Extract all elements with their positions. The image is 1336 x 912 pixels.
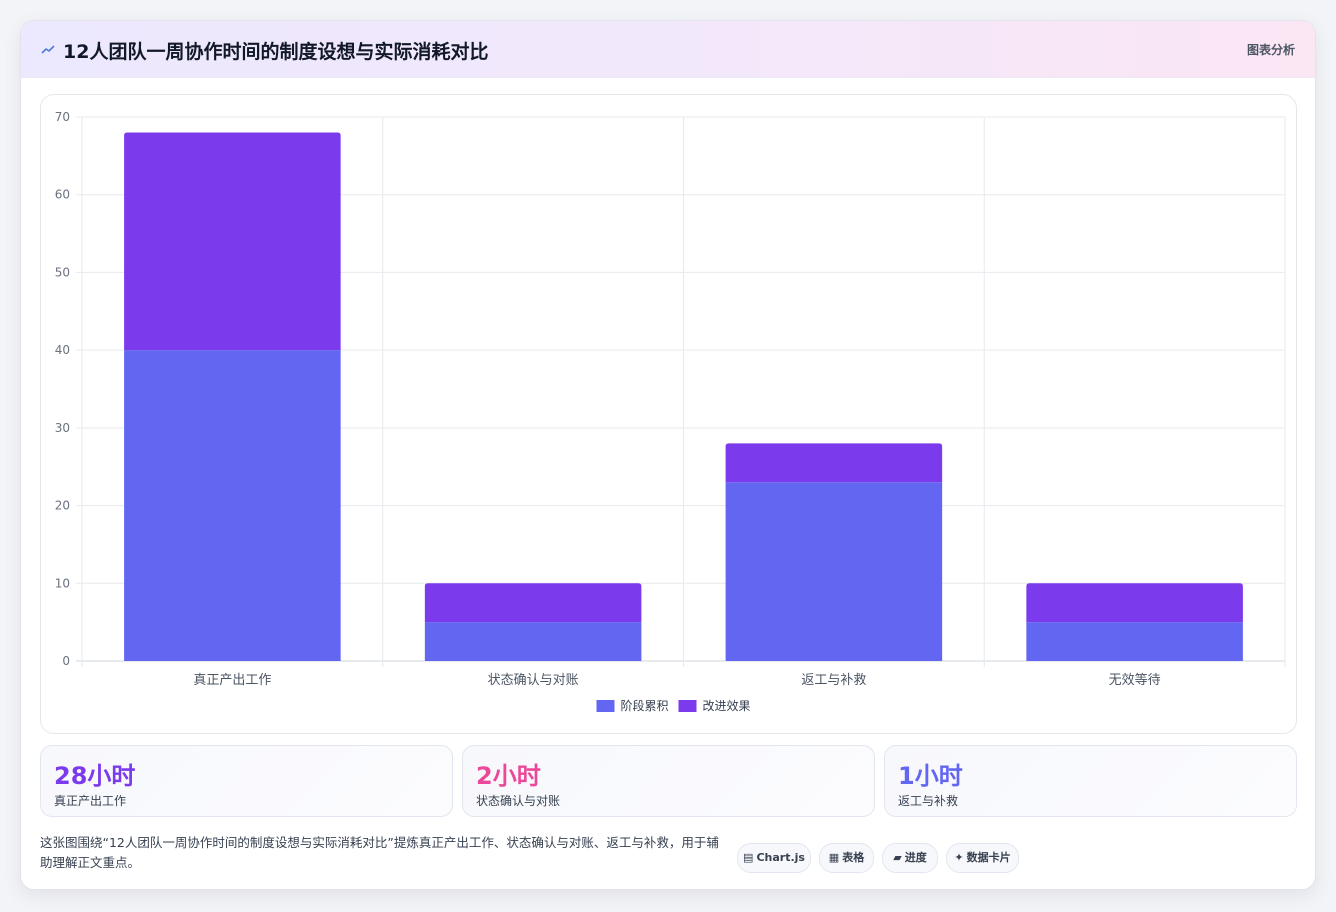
legend-label: 改进效果	[703, 698, 751, 713]
chart-icon: ▤	[743, 851, 754, 864]
y-tick-label: 0	[62, 654, 70, 668]
chip-label: 表格	[842, 851, 865, 864]
legend-swatch	[596, 700, 615, 712]
stat-value: 1小时	[898, 762, 963, 790]
sparkle-icon: ✦	[954, 851, 964, 864]
chip-data-card[interactable]: ✦ 数据卡片	[946, 843, 1019, 873]
bar-segment	[424, 622, 642, 661]
chart-card: 12人团队一周协作时间的制度设想与实际消耗对比 图表分析 0 10 20 30 40 50…	[20, 20, 1316, 890]
bar-segment	[725, 443, 943, 483]
bar-segment	[124, 350, 341, 661]
chart-analysis-label: 图表分析	[1246, 43, 1295, 57]
stat-card-2: 2小时 状态确认与对账	[462, 745, 875, 817]
line-chart-icon	[41, 45, 55, 54]
stacked-bar-chart: 0 10 20 30 40 50 60 70 真正产出工作 状态确认与对账 返工与补救 无效等待阶段累…	[55, 110, 1286, 713]
progress-icon: ▰	[893, 851, 902, 864]
x-tick-label: 状态确认与对账	[488, 673, 579, 688]
y-tick-label: 70	[55, 110, 70, 124]
y-tick-label: 20	[55, 499, 70, 513]
y-tick-label: 40	[55, 343, 70, 357]
y-tick-label: 10	[55, 576, 70, 590]
chip-label: 进度	[904, 851, 927, 864]
legend-swatch	[678, 700, 697, 712]
stat-label: 状态确认与对账	[476, 794, 561, 808]
chip-label: 数据卡片	[966, 851, 1011, 864]
stat-label: 返工与补救	[898, 794, 959, 808]
x-tick-label: 返工与补救	[801, 672, 866, 688]
x-tick-label: 无效等待	[1109, 672, 1161, 688]
bar-segment	[1026, 583, 1243, 623]
stat-value: 2小时	[476, 762, 541, 790]
card-header: 12人团队一周协作时间的制度设想与实际消耗对比 图表分析	[21, 21, 1315, 78]
bar-segment	[1026, 622, 1243, 661]
chip-progress[interactable]: ▰ 进度	[882, 843, 938, 873]
chart-panel: 0 10 20 30 40 50 60 70 真正产出工作 状态确认与对账 返工与补救 无效等待阶段累…	[40, 94, 1297, 734]
chart-description: 这张图围绕“12人团队一周协作时间的制度设想与实际消耗对比”提炼真正产出工作、状…	[40, 835, 719, 870]
stat-card-3: 1小时 返工与补救	[884, 745, 1297, 817]
bar-segment	[424, 583, 642, 623]
stat-label: 真正产出工作	[54, 794, 127, 808]
legend-label: 阶段累积	[621, 698, 669, 713]
bar-segment	[725, 482, 943, 661]
y-tick-label: 50	[55, 265, 70, 279]
chip-label: Chart.js	[756, 851, 805, 864]
y-tick-label: 60	[55, 188, 70, 202]
x-tick-label: 真正产出工作	[193, 673, 271, 688]
y-tick-label: 30	[55, 421, 70, 435]
page-title: 12人团队一周协作时间的制度设想与实际消耗对比	[63, 41, 489, 63]
table-icon: ▦	[828, 851, 840, 864]
stat-card-1: 28小时 真正产出工作	[40, 745, 453, 817]
chip-chartjs[interactable]: ▤ Chart.js	[737, 843, 811, 873]
bar-segment	[124, 132, 341, 351]
chip-table[interactable]: ▦ 表格	[819, 843, 874, 873]
stat-value: 28小时	[54, 762, 136, 790]
